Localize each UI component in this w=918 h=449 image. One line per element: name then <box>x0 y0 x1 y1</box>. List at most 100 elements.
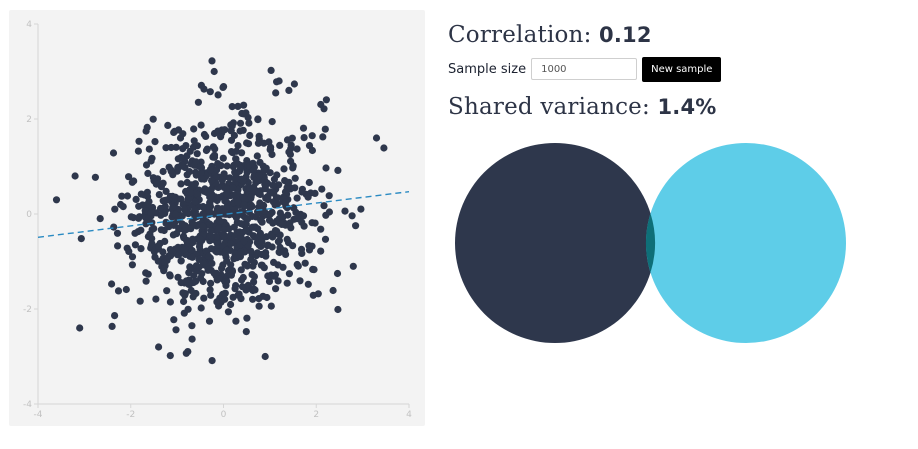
data-point <box>227 240 235 248</box>
data-point <box>260 264 268 272</box>
data-point <box>273 171 281 179</box>
data-point <box>232 317 240 325</box>
data-point <box>214 127 222 135</box>
data-point <box>178 161 186 169</box>
data-point <box>246 131 254 140</box>
regression-line <box>37 190 410 238</box>
data-point <box>180 246 188 254</box>
data-point <box>249 262 257 270</box>
data-point <box>219 154 227 162</box>
data-point <box>239 273 247 282</box>
data-point <box>230 131 238 140</box>
sample-size-input[interactable] <box>531 58 638 80</box>
data-point <box>234 142 242 150</box>
data-point <box>255 295 263 303</box>
data-point <box>205 317 214 325</box>
data-point <box>149 203 157 212</box>
data-point <box>276 141 284 149</box>
data-point <box>141 207 149 215</box>
correlation-value: 0.12 <box>599 23 652 47</box>
data-point <box>299 124 308 132</box>
data-point <box>197 121 205 129</box>
data-point <box>206 286 214 294</box>
data-point <box>177 153 185 162</box>
data-point <box>237 248 245 256</box>
new-sample-button[interactable]: New sample <box>642 56 722 82</box>
data-point <box>253 152 261 160</box>
data-point <box>125 247 133 255</box>
data-point <box>197 304 205 312</box>
data-point <box>260 166 268 174</box>
data-point <box>309 291 317 299</box>
data-point <box>304 280 312 288</box>
data-point <box>321 125 329 133</box>
data-point <box>151 253 159 261</box>
data-point <box>246 184 254 192</box>
data-point <box>167 143 175 152</box>
data-point <box>317 247 325 255</box>
data-point <box>71 172 79 180</box>
data-point <box>157 226 165 234</box>
data-point <box>172 210 180 218</box>
data-point <box>238 283 247 291</box>
sample-controls: Sample size New sample <box>448 56 722 82</box>
data-point <box>162 144 170 152</box>
data-point <box>218 176 226 184</box>
data-point <box>334 166 342 174</box>
data-point <box>250 278 258 286</box>
data-point <box>137 190 145 198</box>
data-point <box>239 207 247 215</box>
data-point <box>275 181 283 189</box>
data-point <box>206 166 214 174</box>
data-point <box>144 270 152 278</box>
data-point <box>244 215 252 223</box>
data-point <box>114 242 122 250</box>
data-point <box>166 272 174 280</box>
data-point <box>148 240 156 248</box>
data-point <box>221 278 229 286</box>
data-point <box>197 81 205 89</box>
data-point <box>207 232 215 241</box>
data-point <box>111 205 119 213</box>
data-point <box>279 263 287 271</box>
data-point <box>137 226 145 234</box>
data-point <box>243 314 251 322</box>
data-point <box>114 287 123 295</box>
data-point <box>239 176 247 185</box>
data-point <box>163 287 171 295</box>
data-point <box>234 102 242 110</box>
data-point <box>174 273 182 281</box>
data-point <box>349 262 357 270</box>
data-point <box>305 246 314 254</box>
data-point <box>230 223 238 231</box>
data-point <box>329 286 337 295</box>
data-point <box>208 177 216 185</box>
data-point <box>77 235 85 243</box>
data-point <box>109 149 118 157</box>
data-point <box>223 162 231 170</box>
data-point <box>293 145 301 153</box>
data-point <box>320 202 328 210</box>
data-point <box>180 297 188 306</box>
data-point <box>249 286 257 295</box>
data-point <box>222 190 230 198</box>
data-point <box>209 153 217 161</box>
data-point <box>207 279 215 287</box>
data-point <box>245 119 253 127</box>
venn-circle-y <box>646 143 846 343</box>
data-point <box>185 195 193 203</box>
data-point <box>268 118 276 126</box>
data-point <box>264 192 272 201</box>
data-point <box>202 132 210 140</box>
data-point <box>260 201 268 209</box>
data-point <box>131 241 139 249</box>
data-point <box>127 213 135 221</box>
data-point <box>181 226 189 235</box>
data-point <box>300 134 308 142</box>
data-point <box>254 115 262 123</box>
data-point <box>372 134 381 142</box>
data-point <box>155 343 163 351</box>
data-point <box>263 242 271 250</box>
data-point <box>137 245 145 253</box>
data-point <box>195 263 203 271</box>
